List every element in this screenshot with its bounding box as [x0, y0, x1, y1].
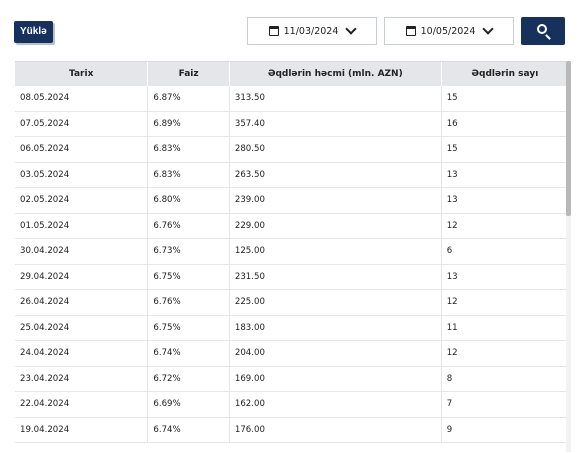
cell-rate: 6.80% [147, 187, 230, 214]
cell-volume: 229.00 [229, 213, 442, 239]
cell-date: 08.05.2024 [15, 86, 149, 112]
cell-date: 22.04.2024 [15, 391, 149, 418]
column-header-rate[interactable]: Faiz [147, 62, 230, 86]
table-row: 01.05.2024 6.76% 229.00 12 [15, 213, 568, 239]
cell-date: 26.04.2024 [15, 289, 149, 316]
cell-rate: 6.76% [147, 289, 230, 316]
table-row: 30.04.2024 6.73% 125.00 6 [15, 238, 568, 265]
cell-volume: 239.00 [229, 187, 442, 214]
table-row: 29.04.2024 6.75% 231.50 13 [15, 264, 568, 290]
table-row: 08.05.2024 6.87% 313.50 15 [15, 86, 568, 112]
cell-rate: 6.73% [147, 238, 230, 265]
cell-count: 13 [441, 187, 568, 214]
cell-volume: 204.00 [229, 340, 442, 367]
calendar-icon [268, 26, 279, 36]
results-table: Tarix Faiz Əqdlərin həcmi (mln. AZN) Əqd… [15, 62, 568, 443]
cell-date: 23.04.2024 [15, 366, 149, 392]
cell-count: 16 [441, 111, 568, 137]
cell-rate: 6.72% [147, 366, 230, 392]
cell-count: 15 [441, 136, 568, 163]
cell-count: 9 [441, 417, 568, 443]
cell-volume: 176.00 [229, 417, 442, 443]
column-header-date[interactable]: Tarix [15, 62, 149, 86]
cell-volume: 280.50 [229, 136, 442, 163]
cell-count: 13 [441, 162, 568, 188]
cell-volume: 313.50 [229, 86, 442, 112]
cell-volume: 162.00 [229, 391, 442, 418]
column-header-count[interactable]: Əqdlərin sayı [441, 62, 568, 86]
cell-date: 29.04.2024 [15, 264, 149, 290]
cell-count: 6 [441, 238, 568, 265]
cell-date: 25.04.2024 [15, 315, 149, 341]
cell-count: 12 [441, 289, 568, 316]
cell-count: 11 [441, 315, 568, 341]
search-button[interactable] [521, 17, 565, 45]
calendar-icon [405, 26, 416, 36]
scrollbar-thumb[interactable] [566, 61, 571, 216]
date-to-value: 10/05/2024 [420, 25, 476, 37]
cell-rate: 6.75% [147, 264, 230, 290]
table-scrollbar[interactable] [566, 61, 571, 452]
table-body: 08.05.2024 6.87% 313.50 15 07.05.2024 6.89% 35… [15, 86, 568, 443]
cell-date: 24.04.2024 [15, 340, 149, 367]
table-row: 26.04.2024 6.76% 225.00 12 [15, 289, 568, 316]
date-from-picker[interactable]: 11/03/2024 [247, 17, 377, 45]
cell-date: 30.04.2024 [15, 238, 149, 265]
cell-date: 19.04.2024 [15, 417, 149, 443]
cell-rate: 6.83% [147, 136, 230, 163]
table-row: 02.05.2024 6.80% 239.00 13 [15, 187, 568, 214]
date-from-value: 11/03/2024 [283, 25, 339, 37]
column-header-volume[interactable]: Əqdlərin həcmi (mln. AZN) [229, 62, 442, 86]
cell-date: 01.05.2024 [15, 213, 149, 239]
table-row: 06.05.2024 6.83% 280.50 15 [15, 136, 568, 163]
chevron-down-icon [345, 23, 358, 35]
date-to-picker[interactable]: 10/05/2024 [384, 17, 514, 45]
load-button[interactable]: Yüklə [14, 21, 53, 43]
table-row: 25.04.2024 6.75% 183.00 11 [15, 315, 568, 341]
cell-volume: 357.40 [229, 111, 442, 137]
cell-volume: 183.00 [229, 315, 442, 341]
table-row: 23.04.2024 6.72% 169.00 8 [15, 366, 568, 392]
cell-count: 8 [441, 366, 568, 392]
cell-count: 12 [441, 340, 568, 367]
cell-rate: 6.76% [147, 213, 230, 239]
cell-rate: 6.74% [147, 340, 230, 367]
cell-count: 7 [441, 391, 568, 418]
cell-rate: 6.75% [147, 315, 230, 341]
results-table-container[interactable]: Tarix Faiz Əqdlərin həcmi (mln. AZN) Əqd… [15, 61, 571, 453]
cell-count: 12 [441, 213, 568, 239]
table-row: 22.04.2024 6.69% 162.00 7 [15, 391, 568, 418]
search-icon [537, 24, 547, 34]
cell-volume: 263.50 [229, 162, 442, 188]
cell-volume: 225.00 [229, 289, 442, 316]
cell-count: 15 [441, 86, 568, 112]
table-row: 24.04.2024 6.74% 204.00 12 [15, 340, 568, 367]
toolbar: Yüklə 11/03/2024 10/05/2024 [0, 0, 585, 60]
cell-count: 13 [441, 264, 568, 290]
cell-volume: 125.00 [229, 238, 442, 265]
table-header-row: Tarix Faiz Əqdlərin həcmi (mln. AZN) Əqd… [15, 62, 568, 86]
cell-date: 03.05.2024 [15, 162, 149, 188]
cell-rate: 6.87% [147, 86, 230, 112]
cell-date: 07.05.2024 [15, 111, 149, 137]
chevron-down-icon [482, 23, 495, 35]
cell-rate: 6.83% [147, 162, 230, 188]
table-row: 03.05.2024 6.83% 263.50 13 [15, 162, 568, 188]
cell-date: 02.05.2024 [15, 187, 149, 214]
cell-volume: 169.00 [229, 366, 442, 392]
table-row: 19.04.2024 6.74% 176.00 9 [15, 417, 568, 443]
cell-rate: 6.89% [147, 111, 230, 137]
cell-rate: 6.74% [147, 417, 230, 443]
table-row: 07.05.2024 6.89% 357.40 16 [15, 111, 568, 137]
cell-date: 06.05.2024 [15, 136, 149, 163]
cell-volume: 231.50 [229, 264, 442, 290]
cell-rate: 6.69% [147, 391, 230, 418]
